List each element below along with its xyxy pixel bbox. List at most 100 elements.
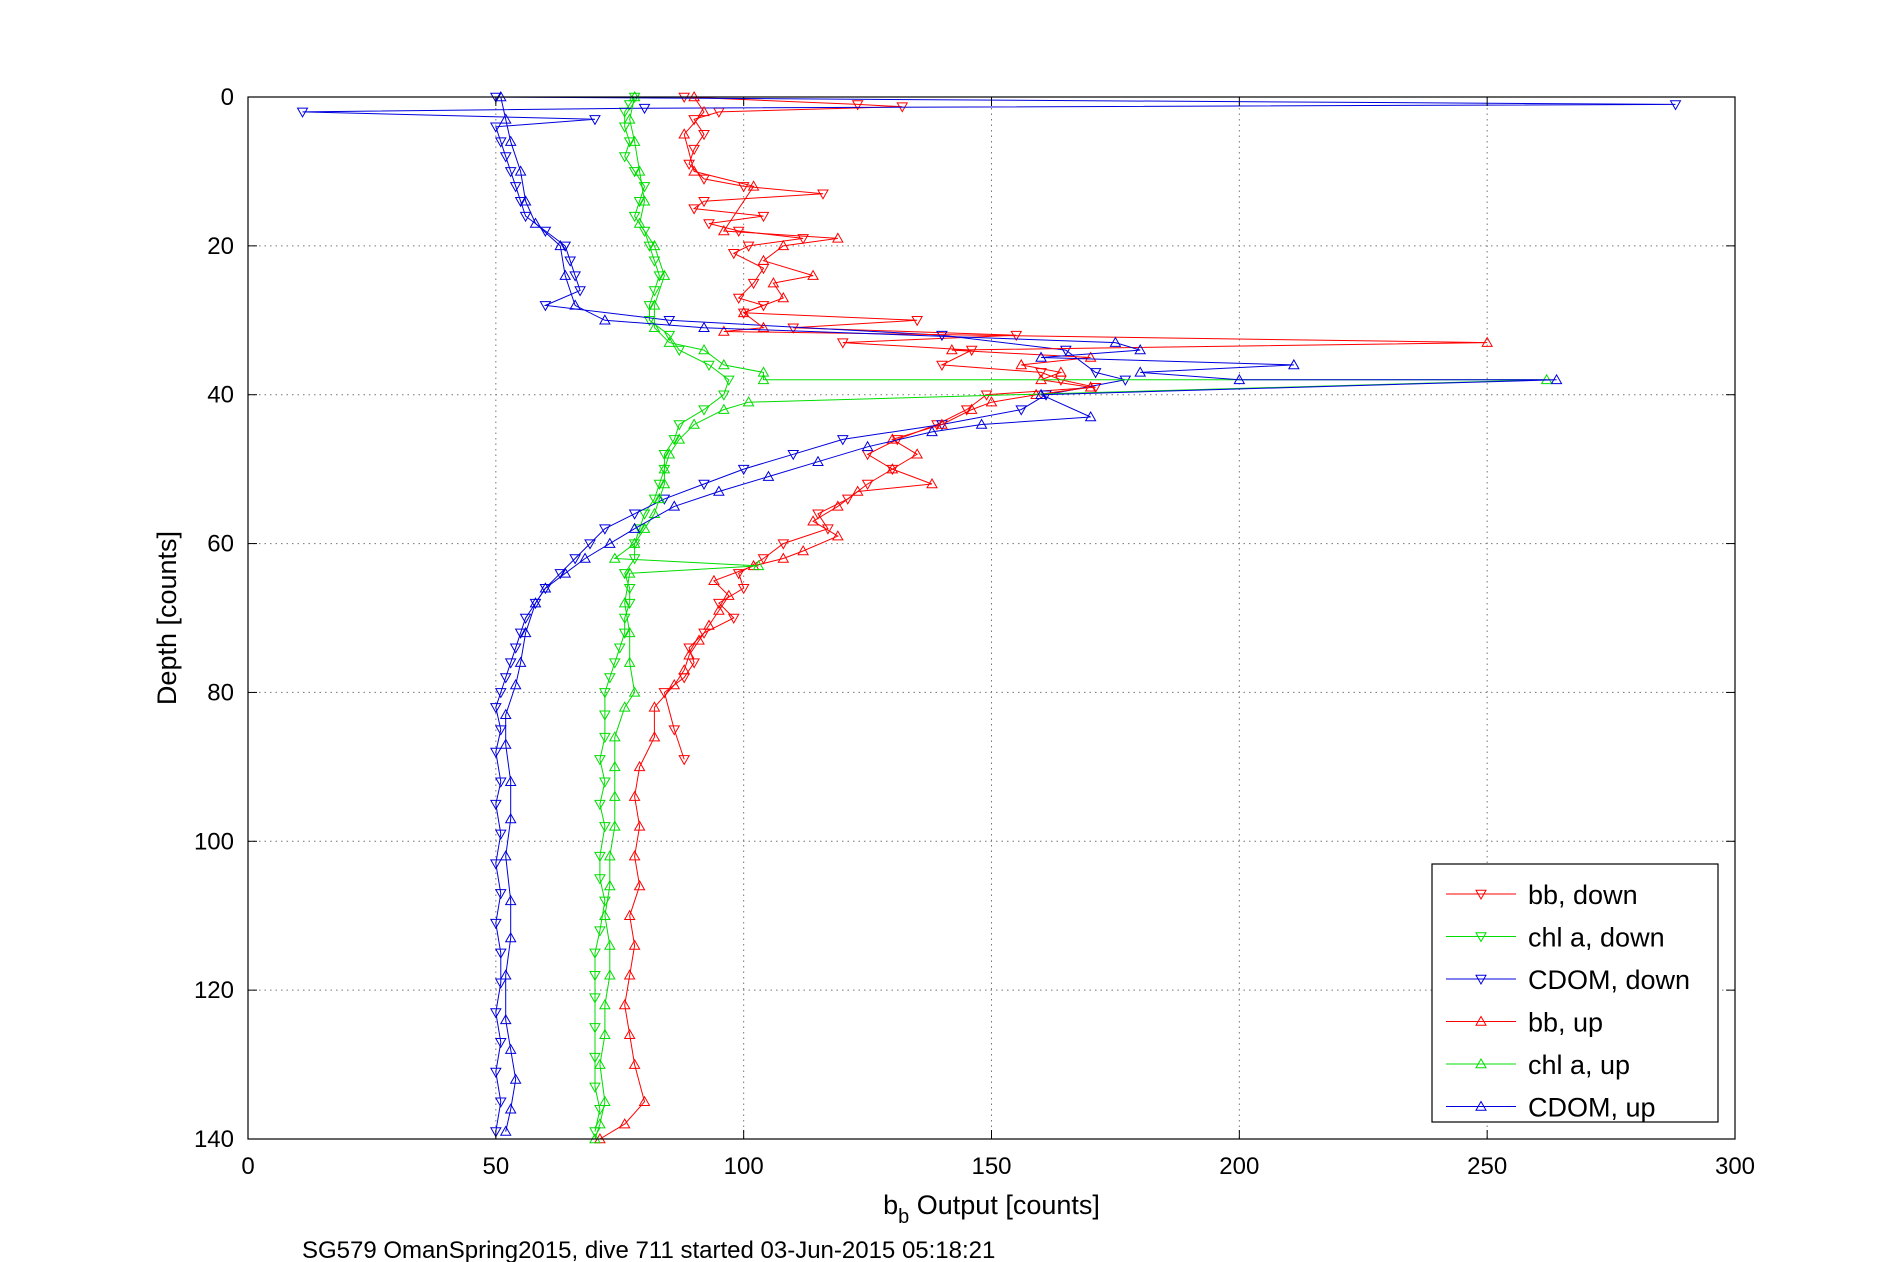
data-point <box>608 790 621 801</box>
y-tick-label: 100 <box>194 828 234 855</box>
data-point <box>529 598 542 610</box>
data-point <box>603 537 616 548</box>
data-point <box>489 92 502 104</box>
data-point <box>599 314 611 325</box>
data-point <box>727 613 740 625</box>
data-point <box>787 450 800 461</box>
data-point <box>717 325 730 336</box>
series-line <box>500 96 1557 1132</box>
data-point <box>633 196 646 208</box>
data-point <box>589 948 601 959</box>
data-point <box>559 269 572 280</box>
data-point <box>737 308 750 319</box>
data-point <box>836 435 849 446</box>
data-point <box>1035 373 1047 385</box>
data-point <box>767 277 780 288</box>
data-point <box>509 643 522 654</box>
x-tick-label: 50 <box>482 1153 509 1180</box>
legend-marker <box>1475 1100 1487 1111</box>
data-point <box>831 500 844 511</box>
data-point <box>742 396 755 407</box>
legend-marker <box>1475 974 1487 986</box>
data-point <box>698 321 710 332</box>
data-point <box>658 494 671 505</box>
data-point <box>603 969 616 980</box>
legend-entry: CDOM, down <box>1446 965 1690 995</box>
series-2 <box>296 92 1682 1138</box>
data-point <box>628 211 641 223</box>
data-point <box>514 628 527 639</box>
data-point <box>658 463 671 474</box>
data-point <box>489 703 502 714</box>
data-point <box>494 1037 507 1049</box>
data-point <box>1059 345 1072 357</box>
data-point <box>1084 411 1097 422</box>
data-point <box>504 135 517 146</box>
data-point <box>623 626 636 638</box>
data-point <box>618 597 631 608</box>
series-1 <box>589 92 735 1138</box>
data-point <box>594 1118 606 1129</box>
data-point <box>569 271 582 282</box>
data-point <box>1084 381 1097 392</box>
data-point <box>752 559 765 571</box>
data-point <box>678 92 691 104</box>
data-point <box>663 336 676 347</box>
data-point <box>797 545 810 556</box>
data-point <box>708 574 720 586</box>
series-line <box>599 96 1488 1140</box>
data-point <box>499 738 512 749</box>
data-point <box>589 1052 601 1064</box>
data-point <box>1669 100 1682 111</box>
data-point <box>747 278 760 290</box>
data-point <box>688 165 700 176</box>
data-point <box>658 450 671 461</box>
data-point <box>608 760 621 772</box>
data-point <box>569 554 582 565</box>
data-point <box>623 567 636 578</box>
legend-entry: chl a, down <box>1446 923 1665 953</box>
data-point <box>643 316 656 327</box>
data-point <box>514 165 527 176</box>
data-point <box>703 360 715 371</box>
data-point <box>499 113 512 124</box>
x-tick-label: 300 <box>1715 1153 1755 1180</box>
data-point <box>777 552 790 563</box>
data-point <box>831 530 844 541</box>
data-point <box>509 1073 522 1084</box>
legend: bb, down chl a, down CDOM, down bb, up chl a… <box>1431 863 1719 1123</box>
legend-entry: bb, up <box>1446 1008 1603 1038</box>
data-point <box>554 239 567 251</box>
data-point <box>628 509 641 520</box>
data-point <box>703 219 715 230</box>
data-point <box>757 321 770 332</box>
data-point <box>618 999 631 1010</box>
data-point <box>668 678 681 690</box>
series-line <box>594 96 1547 1140</box>
data-point <box>489 859 502 870</box>
data-point <box>559 567 572 578</box>
data-point <box>514 656 527 667</box>
data-point <box>589 115 601 126</box>
data-point <box>633 524 646 535</box>
data-point <box>628 790 641 801</box>
data-point <box>688 418 700 429</box>
data-point <box>618 569 631 580</box>
data-point <box>628 537 641 548</box>
data-point <box>1015 358 1028 370</box>
legend-marker <box>1475 1057 1487 1069</box>
data-point <box>499 708 512 720</box>
data-point <box>633 760 646 772</box>
data-point <box>926 425 938 437</box>
data-point <box>599 732 611 744</box>
data-point <box>668 500 681 511</box>
data-point <box>494 137 507 148</box>
data-point <box>926 478 938 489</box>
data-point <box>732 569 745 580</box>
data-point <box>727 249 740 260</box>
data-point <box>489 122 502 133</box>
data-point <box>1084 351 1097 362</box>
data-point <box>841 494 854 505</box>
data-point <box>960 405 973 416</box>
data-point <box>613 643 626 654</box>
